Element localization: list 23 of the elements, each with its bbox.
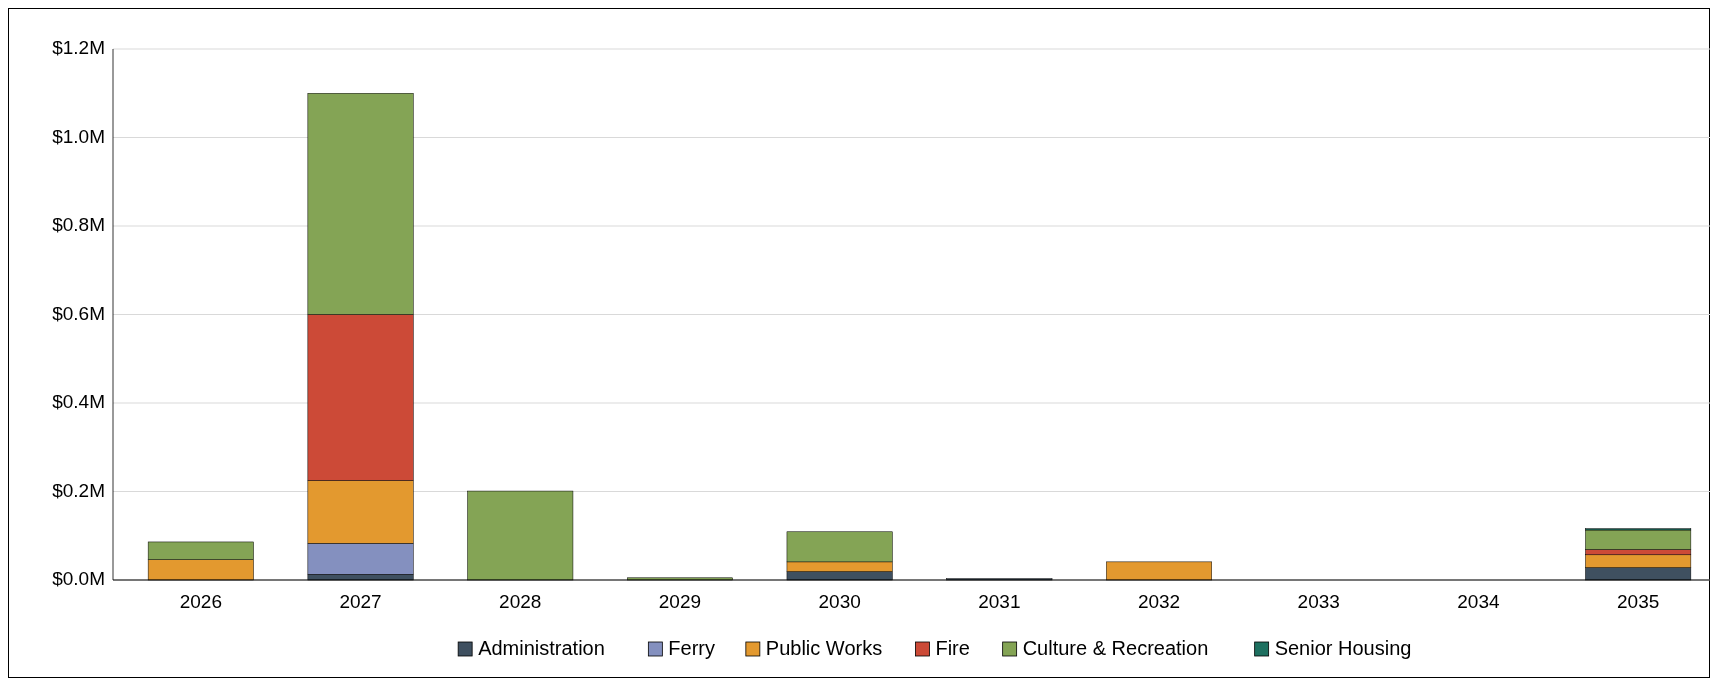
legend-label: Fire	[935, 637, 970, 660]
legend-label: Ferry	[668, 637, 716, 660]
x-tick-label: 2032	[1137, 591, 1181, 612]
x-tick-label: 2029	[658, 591, 702, 612]
y-tick-label: $0.2M	[52, 479, 105, 501]
legend-label: Administration	[478, 637, 605, 660]
y-tick-label: $0.6M	[52, 302, 105, 324]
legend-label: Culture & Recreation	[1022, 637, 1209, 660]
y-tick-label: $1.2M	[52, 37, 105, 59]
legend-label: Senior Housing	[1274, 637, 1412, 660]
legend-label: Public Works	[765, 637, 883, 660]
x-tick-label: 2031	[978, 591, 1021, 612]
x-tick-label: 2026	[179, 591, 222, 612]
x-tick-label: 2034	[1457, 591, 1501, 612]
y-tick-label: $1.0M	[52, 125, 105, 147]
y-tick-label: $0.0M	[52, 568, 105, 590]
y-tick-label: $0.4M	[52, 391, 105, 413]
x-tick-label: 2027	[339, 591, 382, 612]
y-tick-label: $0.8M	[52, 214, 105, 236]
x-tick-label: 2030	[818, 591, 861, 612]
x-tick-label: 2033	[1297, 591, 1340, 612]
x-tick-label: 2035	[1617, 591, 1660, 612]
x-tick-label: 2028	[499, 591, 542, 612]
